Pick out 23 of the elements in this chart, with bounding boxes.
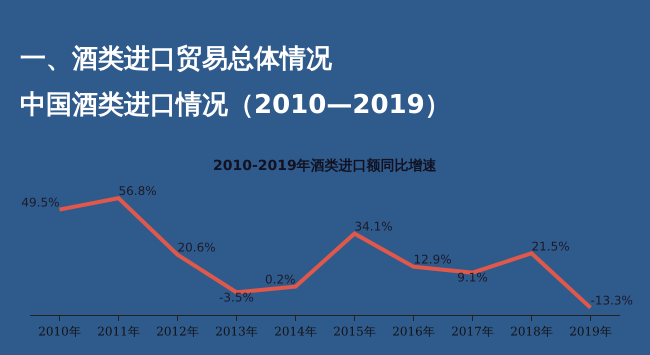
chart-subtitle: 中国酒类进口情况（2010—2019） — [20, 90, 451, 120]
x-tick-label: 2014年 — [274, 324, 317, 338]
data-label: -13.3% — [590, 294, 633, 308]
x-tick-label: 2010年 — [38, 324, 81, 338]
data-label: -3.5% — [219, 290, 254, 304]
data-label: 12.9% — [414, 252, 452, 267]
x-tick-label: 2011年 — [97, 324, 140, 338]
data-label: 56.8% — [118, 184, 157, 198]
data-label: 0.2% — [265, 272, 296, 287]
x-tick-label: 2012年 — [156, 324, 199, 338]
x-tick-label: 2017年 — [451, 324, 494, 338]
data-label: 34.1% — [354, 220, 393, 234]
x-tick-label: 2015年 — [333, 324, 376, 338]
data-label: 9.1% — [457, 270, 488, 285]
data-label: 49.5% — [21, 196, 60, 210]
text: 2010-2019年酒类进口额同比增速 — [213, 157, 438, 174]
chart-title: 一、酒类进口贸易总体情况 — [20, 44, 333, 74]
data-label: 20.6% — [178, 240, 216, 255]
x-tick-label: 2018年 — [510, 324, 553, 338]
x-tick-label: 2013年 — [215, 324, 258, 338]
x-tick-label: 2016年 — [392, 324, 435, 338]
x-tick-label: 2019年 — [569, 324, 612, 338]
data-label: 21.5% — [532, 239, 570, 254]
